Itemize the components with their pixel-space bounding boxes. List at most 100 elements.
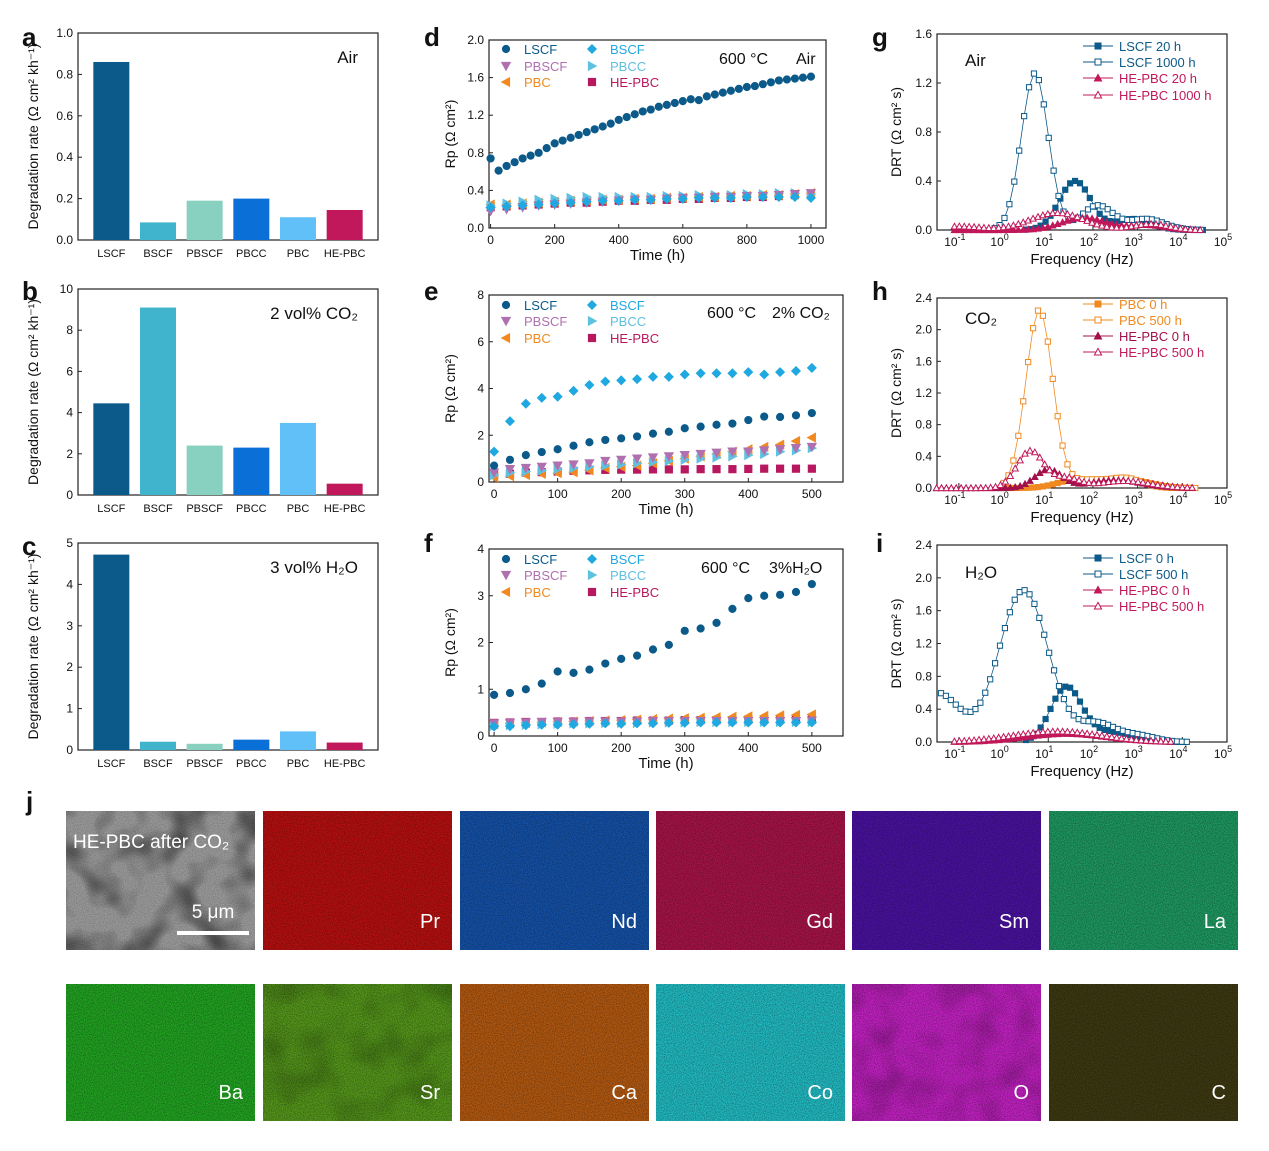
- y-tick-label: 1: [66, 702, 73, 716]
- panel-letter: b: [22, 276, 38, 306]
- bar-bscf: [140, 307, 176, 495]
- element-label: Sr: [420, 1082, 440, 1104]
- data-point: [775, 590, 785, 599]
- data-point: [1036, 614, 1043, 621]
- data-point: [1053, 208, 1062, 216]
- data-point: [536, 719, 547, 730]
- data-point: [1183, 738, 1190, 745]
- data-point: [987, 676, 994, 683]
- data-point: [759, 717, 770, 728]
- data-point: [999, 223, 1008, 231]
- element-label: Ca: [611, 1082, 637, 1104]
- y-tick-label: 0: [477, 475, 484, 489]
- data-point: [1042, 218, 1049, 225]
- data-point: [1006, 483, 1015, 491]
- sem-noise: [66, 811, 255, 950]
- legend-marker: [587, 60, 598, 72]
- x-tick-label: 101: [1035, 490, 1053, 507]
- atmosphere-label: 2% CO₂: [772, 305, 830, 322]
- x-tick-label: 800: [737, 233, 757, 247]
- data-point: [976, 483, 985, 492]
- x-tick-exponent: -1: [958, 490, 966, 500]
- data-point: [663, 371, 674, 382]
- eds-map-ba: Ba: [66, 984, 255, 1121]
- y-tick-label: 2.0: [467, 33, 484, 47]
- x-axis-label: Frequency (Hz): [1030, 763, 1133, 780]
- data-point: [1062, 186, 1069, 193]
- data-point: [989, 733, 998, 742]
- x-tick-label: 103: [1124, 232, 1142, 249]
- panel-letter: a: [22, 22, 37, 52]
- data-point: [616, 718, 627, 729]
- data-point: [1132, 735, 1141, 743]
- data-point: [537, 447, 546, 457]
- legend-label: HE-PBC 1000 h: [1119, 88, 1212, 103]
- x-tick-exponent: 4: [1182, 490, 1187, 500]
- y-tick-label: 3: [477, 589, 484, 603]
- data-point: [536, 392, 547, 403]
- data-point: [616, 455, 627, 466]
- x-tick-label: 100: [548, 487, 568, 501]
- data-point: [947, 483, 956, 492]
- data-point: [629, 194, 640, 205]
- data-point: [743, 367, 754, 378]
- data-point: [1096, 210, 1103, 217]
- legend-label: LSCF 0 h: [1119, 551, 1174, 566]
- data-point: [982, 689, 989, 696]
- x-tick-exponent: 3: [1138, 490, 1143, 500]
- data-point: [1122, 222, 1131, 231]
- series-bscf: [489, 362, 817, 457]
- series-lscf: [486, 72, 816, 175]
- x-tick-label: 500: [802, 741, 822, 755]
- data-point: [1030, 472, 1039, 480]
- data-point: [1086, 194, 1093, 202]
- y-tick-label: 0.6: [56, 109, 73, 123]
- y-tick-label: 1.6: [915, 604, 932, 618]
- bar-lscf: [93, 403, 130, 495]
- data-point: [790, 74, 800, 83]
- map-grain-texture: [852, 984, 1041, 1121]
- x-tick-exponent: -1: [958, 232, 966, 242]
- x-tick-label: 104: [1169, 490, 1187, 507]
- x-axis-label: Time (h): [638, 501, 693, 518]
- data-point: [521, 685, 530, 694]
- x-tick-exponent: -1: [958, 744, 966, 754]
- data-point: [1035, 453, 1044, 461]
- series-he-pbc-500-h: [950, 727, 1175, 745]
- y-tick-label: 6: [477, 335, 484, 349]
- data-point: [1097, 221, 1106, 229]
- map-noise: [852, 811, 1041, 950]
- legend-label: LSCF 500 h: [1119, 567, 1188, 582]
- legend-label: LSCF 20 h: [1119, 39, 1181, 54]
- data-point: [1019, 225, 1028, 233]
- data-point: [517, 200, 528, 211]
- legend-label: HE-PBC: [610, 75, 659, 90]
- element-label: Sm: [999, 911, 1029, 933]
- data-point: [1153, 480, 1162, 488]
- y-tick-label: 0.4: [467, 183, 484, 197]
- data-point: [549, 198, 560, 209]
- atmosphere-label: Air: [796, 51, 816, 68]
- legend-marker: [501, 44, 511, 54]
- data-point: [1058, 209, 1067, 217]
- y-axis-label: Degradation rate (Ω cm² kh⁻¹): [25, 299, 41, 485]
- data-point: [1183, 483, 1192, 491]
- data-point: [775, 367, 786, 378]
- data-point: [1026, 591, 1033, 598]
- data-point: [645, 194, 656, 205]
- data-point: [552, 719, 563, 730]
- legend-marker: [1094, 58, 1102, 66]
- data-point: [1070, 474, 1079, 482]
- map-noise: [460, 984, 649, 1121]
- condition-label: Air: [337, 48, 358, 67]
- data-point: [679, 451, 690, 461]
- map-noise: [656, 811, 845, 950]
- data-point: [1171, 223, 1180, 231]
- legend-label: PBCC: [610, 314, 646, 329]
- data-point: [1139, 478, 1147, 486]
- data-point: [1119, 476, 1128, 484]
- data-point: [1173, 482, 1182, 491]
- data-point: [710, 90, 719, 99]
- data-point: [696, 624, 705, 633]
